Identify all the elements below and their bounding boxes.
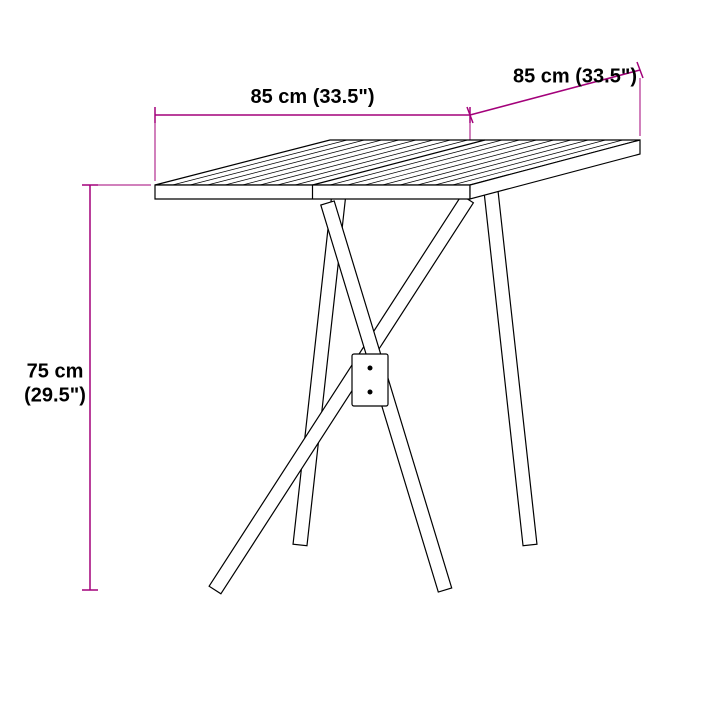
table-line-drawing bbox=[155, 140, 640, 594]
height-label-line1: 75 cm bbox=[27, 361, 84, 383]
dimension-diagram: 85 cm (33.5") 85 cm (33.5") 75 cm (29.5"… bbox=[0, 0, 705, 705]
height-label-line2: (29.5") bbox=[24, 385, 86, 407]
depth-label: 85 cm (33.5") bbox=[513, 66, 637, 88]
width-label: 85 cm (33.5") bbox=[251, 86, 375, 108]
